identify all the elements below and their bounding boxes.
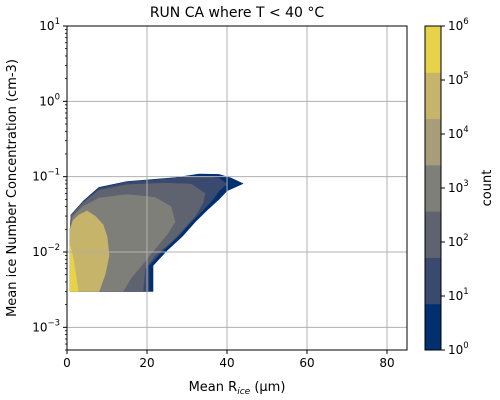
x-tick-label-60: 60 (299, 356, 314, 370)
colorbar-segment-6 (425, 26, 441, 73)
colorbar-tick-label-0-base: 10 (448, 343, 463, 357)
colorbar-tick-label-4-exponent: 4 (463, 125, 468, 135)
x-tick-label-80: 80 (379, 356, 394, 370)
x-tick-label-20: 20 (139, 356, 154, 370)
colorbar-segment-0 (425, 303, 441, 351)
y-tick-label-2-exponent: −1 (47, 168, 60, 178)
colorbar-tick-label-0-exponent: 0 (463, 341, 468, 351)
colorbar-tick-label-1-exponent: 1 (463, 287, 468, 297)
colorbar-tick-label-0: 100 (448, 341, 469, 357)
colorbar-tick-label-4: 104 (448, 125, 469, 141)
y-tick-label-1: 10−2 (32, 243, 60, 259)
colorbar-tick-label-2: 102 (448, 233, 469, 249)
y-tick-label-3: 100 (39, 92, 60, 108)
colorbar-tick-label-2-exponent: 2 (463, 233, 468, 243)
x-tick-label-40: 40 (219, 356, 234, 370)
x-axis-title-subscript: ice (237, 387, 250, 397)
contour-fills (69, 173, 244, 292)
colorbar-tick-label-3: 103 (448, 179, 469, 195)
colorbar-segment-3 (425, 164, 441, 212)
x-axis-title: Mean Rice (μm) (189, 380, 286, 397)
colorbar-tick-label-4-base: 10 (448, 127, 463, 141)
colorbar-segment-2 (425, 211, 441, 258)
y-tick-label-0-base: 10 (32, 320, 47, 334)
chart-title: RUN CA where T < 40 °C (150, 5, 325, 21)
y-tick-label-1-exponent: −2 (47, 243, 60, 253)
x-axis-title-suffix: (μm) (250, 380, 285, 395)
y-tick-label-4: 101 (39, 17, 60, 33)
y-tick-label-3-base: 10 (39, 94, 54, 108)
colorbar-tick-label-6-exponent: 6 (463, 17, 468, 27)
y-tick-label-2-base: 10 (32, 170, 47, 184)
y-tick-label-0: 10−3 (32, 318, 60, 334)
colorbar-label: count (480, 170, 495, 207)
colorbar-tick-label-1: 101 (448, 287, 469, 303)
x-axis-title-prefix: Mean R (189, 380, 238, 395)
y-tick-label-4-base: 10 (39, 19, 54, 33)
plot-area (66, 25, 408, 351)
colorbar-tick-label-5-exponent: 5 (463, 71, 468, 81)
colorbar-tick-label-6-base: 10 (448, 19, 463, 33)
y-tick-label-1-base: 10 (32, 245, 47, 259)
colorbar-tick-label-3-exponent: 3 (463, 179, 468, 189)
y-tick-label-4-exponent: 1 (55, 17, 60, 27)
colorbar-segment-1 (425, 257, 441, 305)
y-tick-label-2: 10−1 (32, 168, 60, 184)
colorbar-tick-label-5-base: 10 (448, 73, 463, 87)
y-tick-label-3-exponent: 0 (55, 92, 60, 102)
y-tick-label-0-exponent: −3 (47, 318, 60, 328)
contour-fill-6 (69, 210, 110, 292)
colorbar-tick-label-6: 106 (448, 17, 469, 33)
x-tick-label-0: 0 (63, 356, 71, 370)
colorbar-tick-label-5: 105 (448, 71, 469, 87)
contour-fill-7 (69, 245, 79, 292)
y-axis-title: Mean ice Number Concentration (cm-3) (5, 59, 20, 317)
colorbar-tick-label-1-base: 10 (448, 289, 463, 303)
x-axis: 0 20 40 60 80 (63, 350, 395, 370)
colorbar-tick-label-2-base: 10 (448, 235, 463, 249)
colorbar-tick-label-3-base: 10 (448, 181, 463, 195)
colorbar-segment-5 (425, 72, 441, 120)
colorbar-segment-4 (425, 118, 441, 166)
